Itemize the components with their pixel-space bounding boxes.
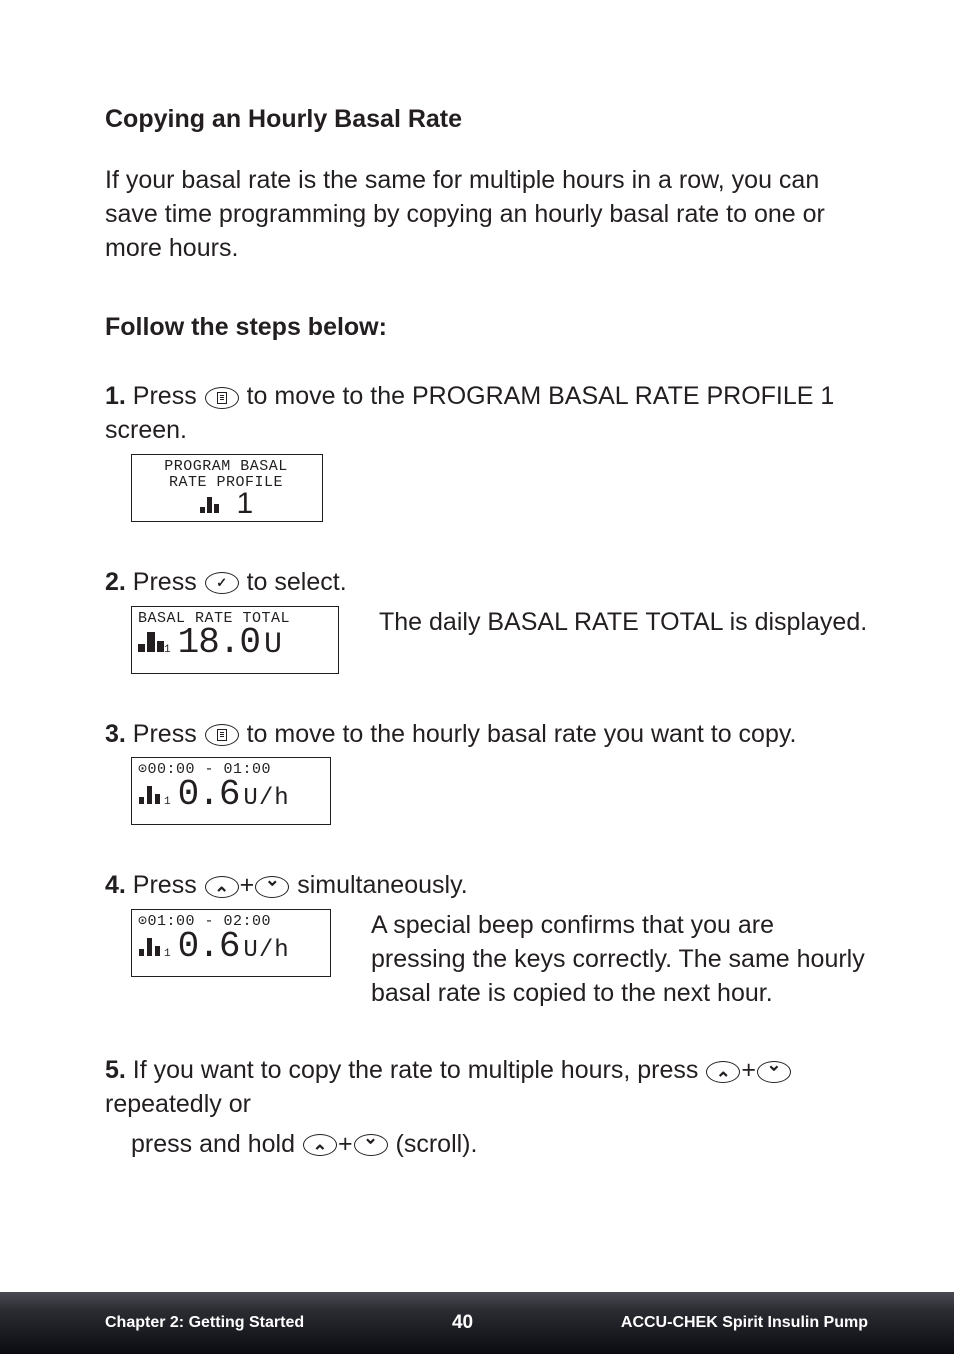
up-button-icon [706,1061,740,1083]
step-4-num: 4. [105,871,126,899]
step-5-block: 5. If you want to copy the rate to multi… [105,1054,868,1161]
step-4-block: 4. Press + simultaneously. ⊙01:00 - 02:0… [105,869,868,1010]
step-4-text: 4. Press + simultaneously. [105,869,868,903]
intro-text: If your basal rate is the same for multi… [105,164,868,265]
step-2-block: 2. Press to select. BASAL RATE TOTAL 1 1… [105,566,868,674]
step-2-side: The daily BASAL RATE TOTAL is displayed. [379,606,868,640]
subheading-follow: Follow the steps below: [105,313,868,342]
lcd-screen-2: BASAL RATE TOTAL 1 18.0 U [131,606,339,674]
step-2-text: 2. Press to select. [105,566,868,600]
menu-button-icon [205,387,239,409]
lcd-screen-4: ⊙01:00 - 02:00 1 0.6 U/h [131,909,331,977]
down-button-icon [354,1134,388,1156]
heading-copying: Copying an Hourly Basal Rate [105,105,868,134]
step-4-side: A special beep confirms that you are pre… [371,909,868,1010]
footer-page-num: 40 [304,1312,621,1334]
step-2-num: 2. [105,568,126,596]
step-3-block: 3. Press to move to the hourly basal rat… [105,718,868,826]
down-button-icon [757,1061,791,1083]
menu-button-icon [205,724,239,746]
lcd-screen-1: PROGRAM BASAL RATE PROFILE 1 [131,454,323,522]
page: Copying an Hourly Basal Rate If your bas… [0,0,954,1354]
footer-chapter: Chapter 2: Getting Started [105,1314,304,1332]
step-1-num: 1. [105,382,126,410]
check-button-icon [205,572,239,594]
step-1-block: 1. Press to move to the PROGRAM BASAL RA… [105,380,868,522]
step-3-num: 3. [105,720,126,748]
step-1-text: 1. Press to move to the PROGRAM BASAL RA… [105,380,868,448]
footer-bar: Chapter 2: Getting Started 40 ACCU-CHEK … [0,1292,954,1354]
lcd-screen-3: ⊙00:00 - 01:00 1 0.6 U/h [131,757,331,825]
footer-product: ACCU-CHEK Spirit Insulin Pump [621,1314,868,1332]
down-button-icon [255,876,289,898]
up-button-icon [205,876,239,898]
profile-bars-icon [198,495,222,513]
basal-bars-icon [138,630,164,652]
step-5-text: 5. If you want to copy the rate to multi… [105,1054,868,1122]
step-5-text-2: press and hold + (scroll). [131,1128,868,1162]
up-button-icon [303,1134,337,1156]
basal-bars-icon [138,782,164,804]
basal-bars-icon [138,934,164,956]
step-5-num: 5. [105,1056,126,1084]
step-3-text: 3. Press to move to the hourly basal rat… [105,718,868,752]
